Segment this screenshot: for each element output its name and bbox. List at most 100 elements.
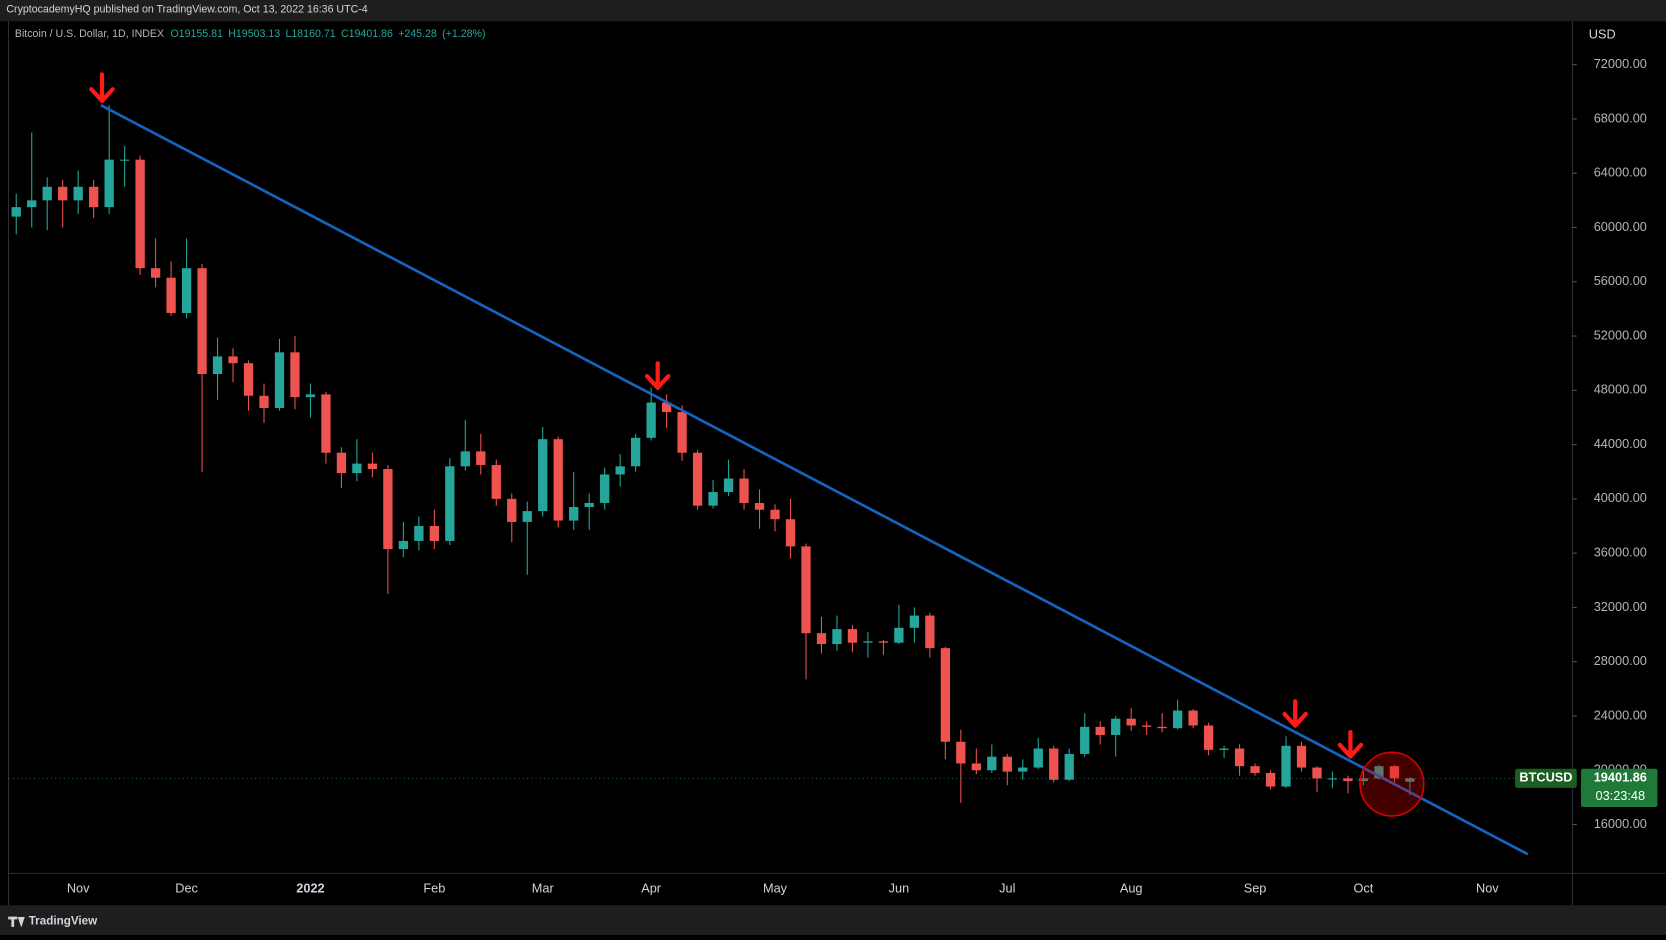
candle-body [987, 756, 997, 771]
x-tick-label: Feb [423, 881, 445, 896]
candle-body [42, 186, 52, 201]
footer-bar [0, 905, 1666, 935]
candle-body [104, 159, 114, 208]
candle-body [661, 402, 672, 413]
candle-body [1018, 767, 1028, 772]
candle-body [1327, 778, 1338, 780]
candle-body [1312, 767, 1322, 779]
candle-body [352, 463, 362, 474]
candle-body [429, 526, 439, 541]
candle-body [816, 633, 827, 645]
candle-body [460, 451, 470, 467]
candle-body [1188, 710, 1198, 726]
symbol-line: Bitcoin / U.S. Dollar, 1D, INDEX [15, 28, 164, 40]
y-tick-label: 24000.00 [1594, 707, 1647, 722]
y-tick-label: 56000.00 [1594, 273, 1647, 288]
y-tick-label: 52000.00 [1594, 327, 1647, 342]
header-bar [0, 0, 1666, 22]
candle-body [212, 356, 223, 375]
candle-body [522, 511, 532, 522]
x-tick-label: Apr [641, 881, 662, 896]
candle-body [692, 452, 703, 506]
candle-body [847, 629, 858, 643]
candle-body [801, 546, 811, 634]
candle-body [367, 463, 378, 470]
x-tick-label: Jul [999, 881, 1015, 896]
x-tick-label: Jun [889, 881, 910, 896]
x-tick-label: Nov [67, 881, 90, 896]
candle-body [1389, 766, 1400, 779]
candle-body [73, 186, 83, 201]
arrow [644, 361, 671, 390]
price-label: 19401.86 [1594, 770, 1647, 785]
x-tick-label: 2022 [296, 881, 324, 896]
y-tick-label: 48000.00 [1594, 382, 1647, 397]
candle-body [1080, 726, 1090, 754]
ticker-label: BTCUSD [1519, 770, 1572, 785]
candle-body [507, 498, 517, 522]
arrows [89, 72, 1364, 759]
candle-body [584, 502, 594, 508]
legend-value: C19401.86 [341, 28, 393, 40]
candle-body [290, 352, 300, 398]
candle-body [677, 412, 687, 453]
plot [8, 105, 1573, 803]
candle-body [971, 763, 981, 771]
candle-body [940, 648, 950, 742]
candle-body [1002, 756, 1012, 772]
annotations [89, 72, 1529, 856]
candle-body [398, 540, 409, 550]
candle-body [414, 526, 424, 541]
candle-body [181, 268, 192, 313]
candle-body [150, 268, 161, 278]
price-tag [1581, 768, 1658, 808]
x-tick-label: Aug [1120, 881, 1143, 896]
candle-body [1234, 748, 1245, 767]
candle-body [1157, 726, 1167, 729]
x-tick-label: May [763, 881, 788, 896]
candle-body [166, 277, 176, 313]
candle-body [863, 641, 873, 643]
candle-body [1374, 766, 1384, 779]
legend-value: (+1.28%) [442, 28, 485, 40]
candle-body [1064, 753, 1074, 780]
candle-body [1358, 778, 1369, 782]
x-tick-label: Sep [1244, 881, 1267, 896]
candle-body [135, 159, 145, 269]
candle-body [1405, 778, 1415, 782]
candle-body [770, 509, 780, 520]
candle-body [259, 395, 269, 408]
candle-body [1095, 726, 1105, 735]
candle-body [832, 629, 842, 645]
candle-body [476, 451, 486, 465]
arrow [1282, 699, 1308, 728]
candle-body [1250, 766, 1260, 773]
candle-body [11, 207, 21, 217]
candle-body [58, 186, 68, 201]
candle-body [569, 507, 579, 521]
candle-body [615, 466, 625, 475]
legend-value: H19503.13 [228, 28, 280, 40]
candle-body [1142, 725, 1152, 727]
candle-body [553, 439, 563, 521]
legend-value: O19155.81 [170, 28, 223, 40]
countdown: 03:23:48 [1595, 788, 1645, 803]
arrow [89, 72, 115, 104]
ticker-tag [1515, 768, 1577, 788]
candle-body [723, 478, 734, 493]
candle-body [89, 186, 99, 208]
y-tick-label: 60000.00 [1594, 219, 1647, 234]
candle-body [1203, 725, 1214, 750]
y-tick-label: 16000.00 [1594, 816, 1647, 831]
y-tick-label: 28000.00 [1594, 653, 1647, 668]
candle-body [27, 200, 37, 208]
candle-body [631, 437, 641, 467]
currency: USD [1589, 26, 1616, 41]
legend-value: L18160.71 [285, 28, 335, 40]
x-tick-label: Mar [532, 881, 555, 896]
candle-body [336, 452, 347, 474]
candle-body [739, 478, 749, 503]
